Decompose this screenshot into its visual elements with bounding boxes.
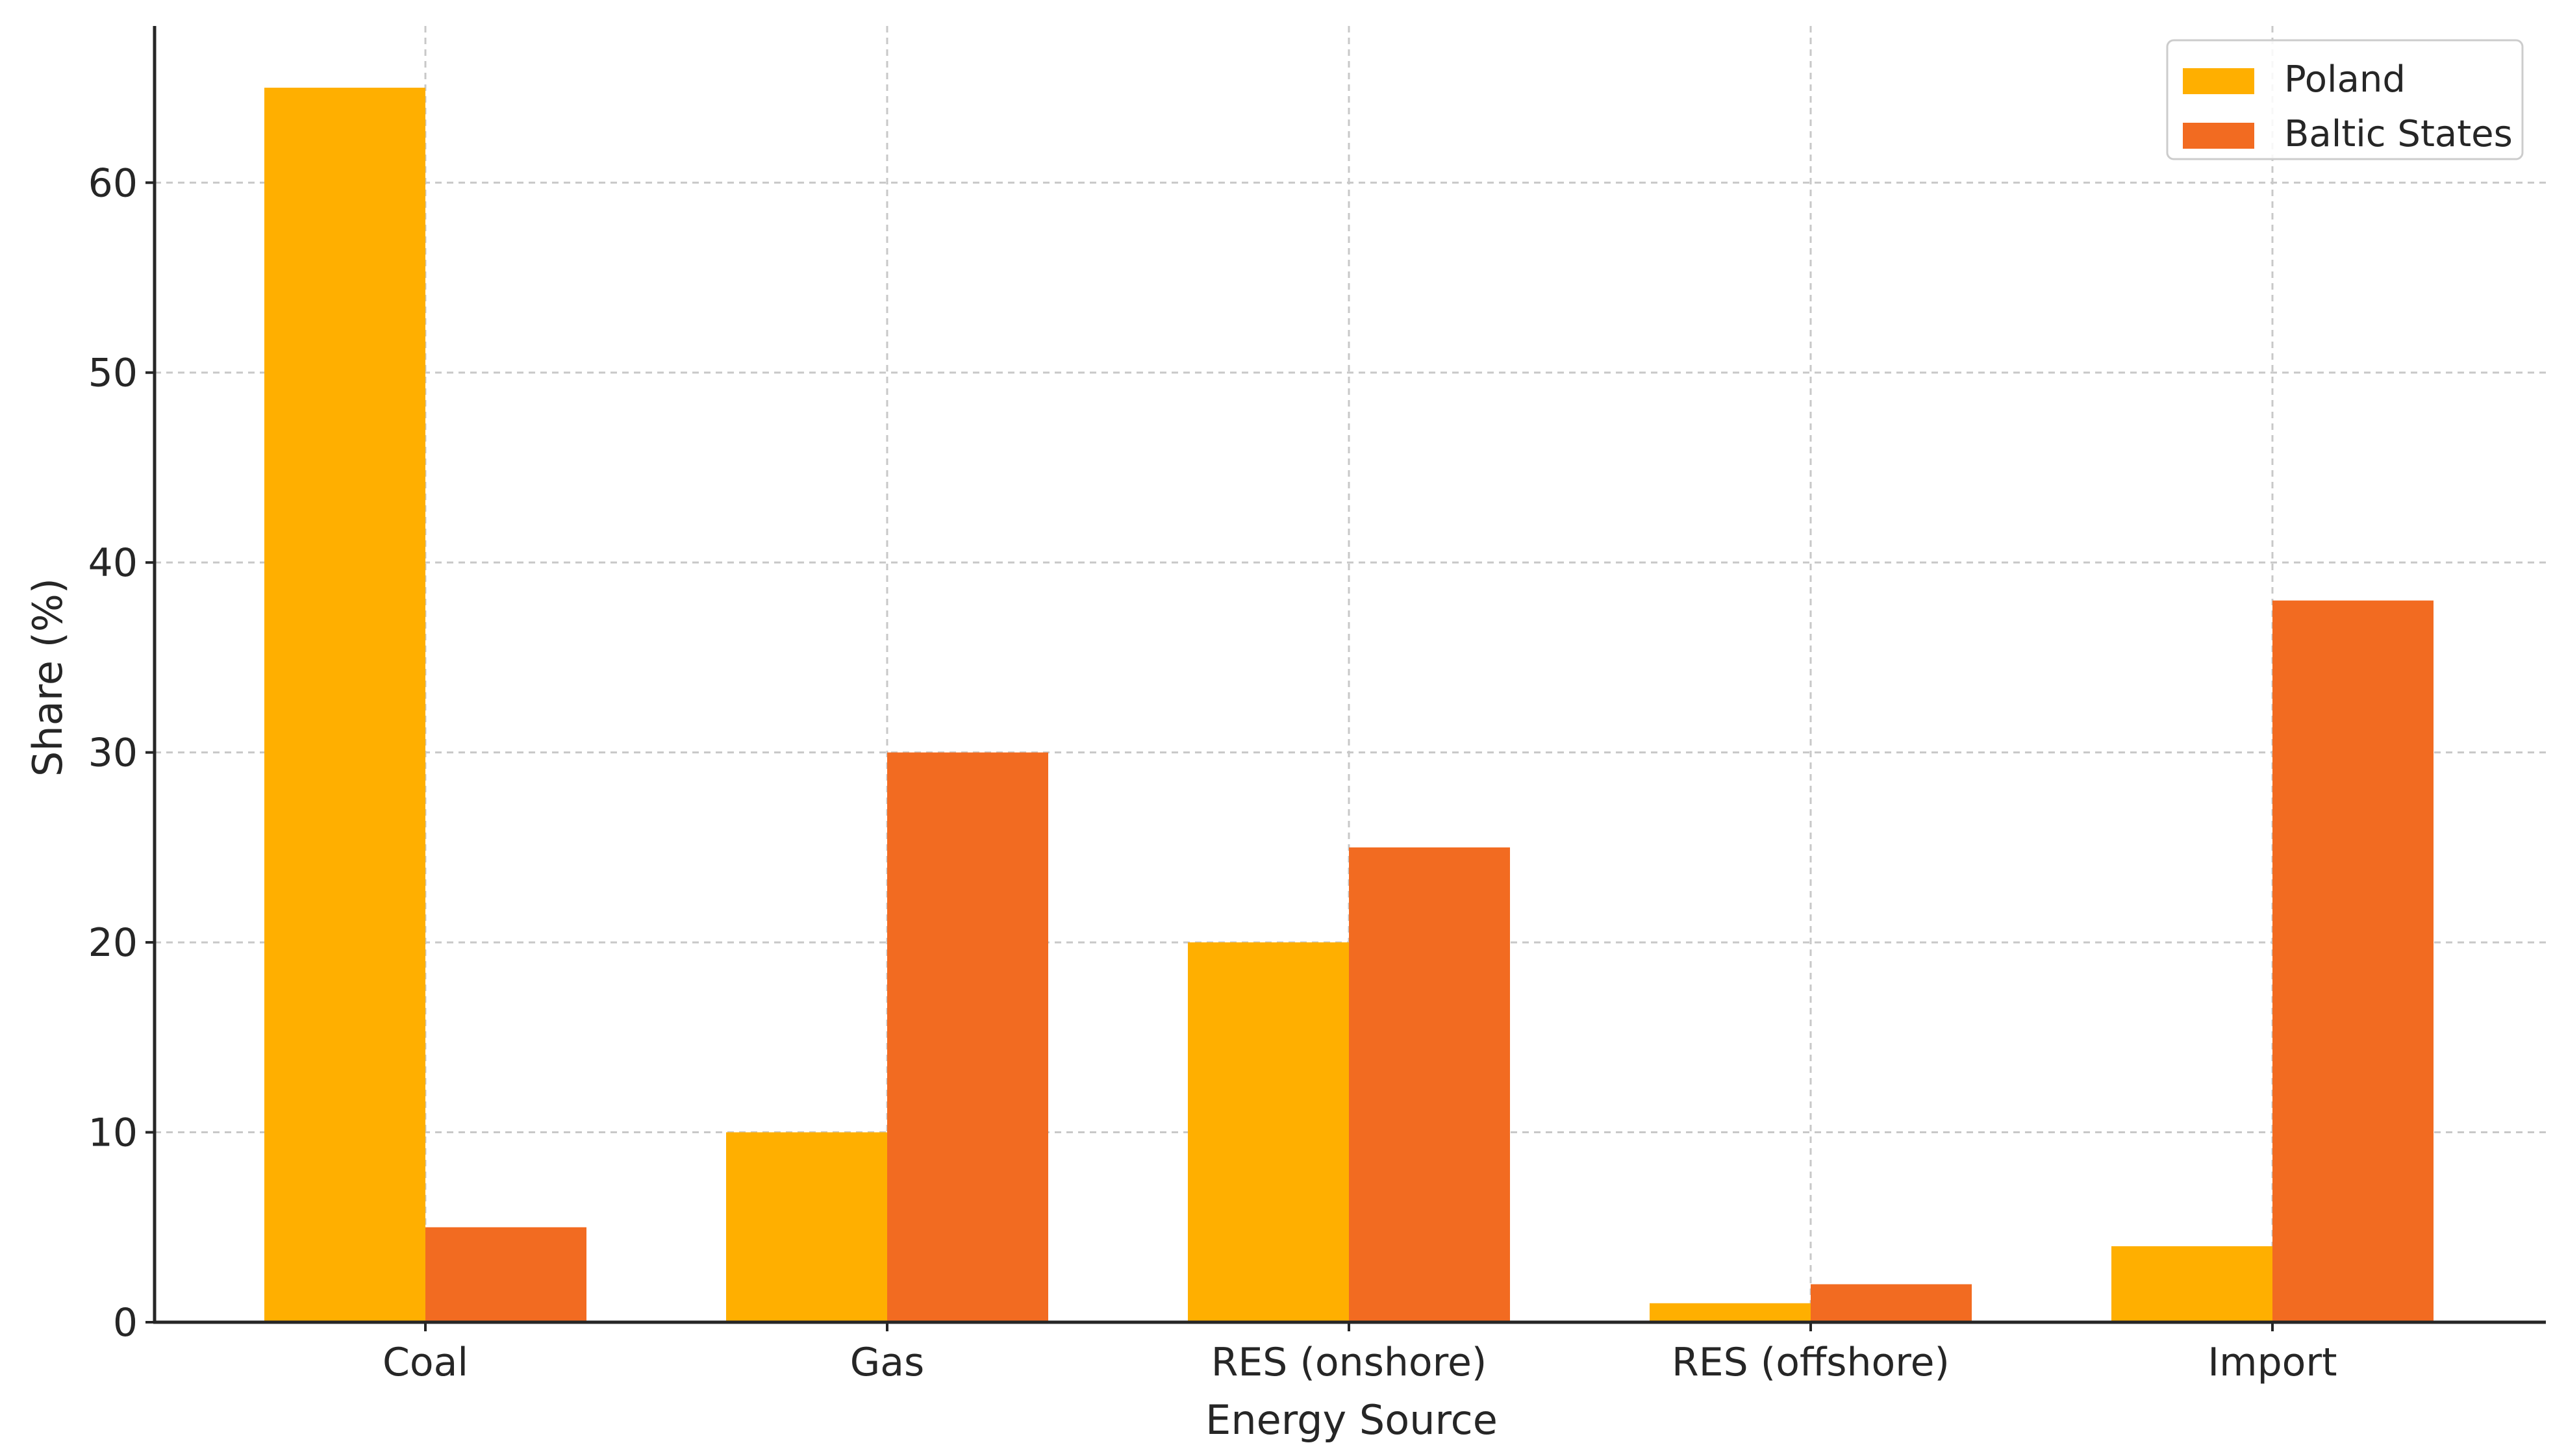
x-tick-label-import: Import: [2208, 1340, 2337, 1385]
bar-poland-res-offshore: [1650, 1303, 1811, 1322]
legend-box: [2166, 39, 2524, 160]
bar-baltic-states-gas: [887, 752, 1048, 1322]
axes-layer: [145, 26, 2546, 1331]
bar-poland-coal: [264, 88, 425, 1323]
x-tick-label-coal: Coal: [383, 1340, 468, 1385]
bar-poland-import: [2111, 1246, 2272, 1322]
y-tick-label: 20: [88, 920, 138, 966]
labels-layer: 0 10 20 30 40 50 60 Coal Gas RES (onshore) RES (of…: [88, 160, 2337, 1385]
x-tick-label-gas: Gas: [850, 1340, 925, 1385]
bar-baltic-states-res-offshore: [1811, 1284, 1972, 1322]
bar-baltic-states-coal: [425, 1227, 586, 1322]
bar-poland-res-onshore: [1188, 942, 1349, 1322]
legend: Poland Baltic States: [2166, 39, 2524, 160]
y-tick-label: 60: [88, 160, 138, 206]
y-tick-label: 40: [88, 540, 138, 586]
y-tick-label: 50: [88, 351, 138, 396]
legend-label-baltic-states: Baltic States: [2284, 113, 2513, 155]
x-axis-title: Energy Source: [1205, 1396, 1498, 1444]
x-tick-label-res-offshore: RES (offshore): [1672, 1340, 1950, 1385]
x-tick-label-res-onshore: RES (onshore): [1211, 1340, 1487, 1385]
y-axis-title: Share (%): [24, 578, 71, 777]
bar-poland-gas: [726, 1132, 887, 1322]
bars-layer: [264, 88, 2434, 1323]
y-tick-label: 10: [88, 1111, 138, 1156]
grid-layer: [155, 26, 2546, 1322]
bar-baltic-states-import: [2272, 600, 2434, 1322]
legend-swatch-poland: [2183, 68, 2254, 94]
y-tick-label: 30: [88, 731, 138, 776]
y-tick-label: 0: [113, 1300, 138, 1346]
legend-swatch-baltic-states: [2183, 123, 2254, 149]
bar-baltic-states-res-onshore: [1349, 847, 1510, 1322]
legend-label-poland: Poland: [2284, 58, 2406, 101]
